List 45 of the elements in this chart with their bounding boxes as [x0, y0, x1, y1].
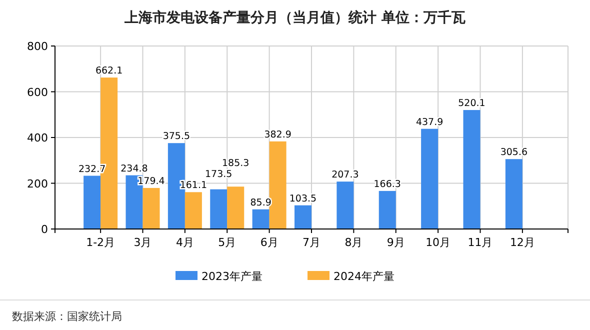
data-label: 437.9 [416, 116, 444, 128]
bar [378, 190, 396, 229]
data-label: 103.5 [289, 193, 317, 204]
data-label: 382.9 [264, 129, 292, 140]
data-label: 166.3 [374, 178, 401, 190]
x-tick-label: 9月 [386, 236, 405, 249]
x-tick-label: 12月 [510, 236, 535, 249]
x-tick-label: 11月 [468, 236, 493, 249]
bar [294, 205, 312, 229]
x-tick-label: 10月 [426, 236, 451, 249]
x-tick-label: 5月 [218, 236, 236, 249]
data-label: 207.3 [332, 170, 359, 181]
x-tick-label: 1-2月 [86, 236, 116, 249]
x-tick-label: 8月 [344, 236, 363, 249]
data-label: 185.3 [222, 158, 250, 170]
chart-title: 上海市发电设备产量分月（当月值）统计 单位：万千瓦 [124, 9, 466, 26]
x-tick-label: 7月 [302, 236, 320, 249]
legend-label: 2023年产量 [202, 270, 262, 283]
bar [210, 189, 228, 229]
bar [184, 192, 202, 229]
data-label: 234.8 [120, 163, 148, 174]
data-label: 662.1 [95, 66, 123, 77]
bar [252, 209, 270, 229]
y-tick-label: 0 [41, 223, 48, 236]
bar [336, 182, 354, 229]
bar [463, 110, 480, 229]
data-label: 173.5 [205, 169, 232, 180]
data-label: 520.1 [458, 98, 486, 110]
data-label: 375.5 [162, 131, 190, 142]
y-tick-label: 200 [27, 177, 48, 190]
legend-label: 2024年产量 [334, 270, 394, 283]
bar [505, 159, 522, 229]
x-tick-label: 4月 [176, 236, 194, 249]
y-tick-label: 600 [27, 86, 48, 99]
bar [84, 176, 101, 229]
data-label: 305.6 [500, 147, 528, 158]
y-tick-label: 800 [27, 40, 48, 53]
y-tick-label: 400 [27, 132, 48, 144]
source-note: 数据来源：国家统计局 [12, 310, 122, 323]
bar [421, 128, 438, 229]
x-tick-label: 3月 [134, 236, 152, 249]
bar [142, 188, 160, 229]
bar [269, 141, 286, 229]
bar [227, 186, 244, 229]
x-tick-label: 6月 [260, 236, 278, 249]
